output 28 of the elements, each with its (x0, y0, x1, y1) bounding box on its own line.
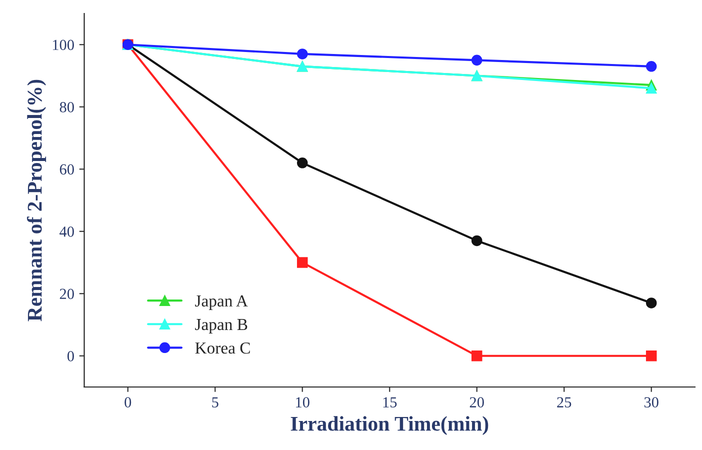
point (646, 298, 657, 308)
x-tick-label: 0 (124, 397, 132, 408)
y-tick-label: 80 (60, 102, 74, 112)
x-tick-label: 20 (470, 397, 484, 408)
point (646, 82, 657, 94)
y-tick-label: 0 (67, 351, 74, 362)
point (471, 350, 482, 362)
legend-label: Japan A (195, 295, 248, 310)
point (296, 48, 308, 60)
x-tick-label: 15 (383, 397, 397, 408)
point (646, 350, 657, 362)
y-tick-label: 60 (60, 164, 74, 175)
y-tick-label: 100 (52, 40, 74, 50)
x-axis-title: Irradiation Time(min) (290, 416, 488, 436)
y-axis-title: Remnant of 2-Propenol(%) (26, 80, 46, 322)
x-tick-label: 25 (557, 397, 572, 408)
x-tick-label: 5 (212, 397, 218, 408)
legend-label: Japan B (195, 319, 248, 334)
y-tick-label: 40 (60, 226, 74, 237)
point (471, 54, 482, 66)
legend-label: Korea C (195, 342, 250, 354)
point (296, 257, 308, 268)
point (471, 235, 482, 246)
point (646, 61, 657, 72)
y-tick-label: 20 (60, 288, 74, 300)
x-tick-label: 10 (296, 397, 310, 408)
x-tick-label: 30 (644, 397, 658, 408)
point (296, 158, 308, 168)
